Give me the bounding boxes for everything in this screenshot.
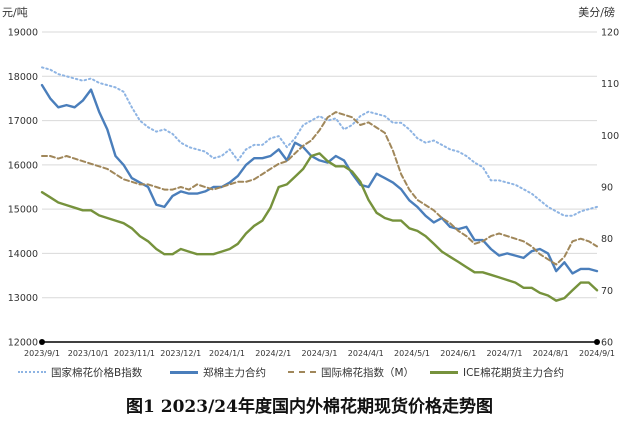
left-tick-label: 12000: [8, 338, 38, 349]
series-layer: [40, 66, 599, 302]
legend-label: 郑棉主力合约: [203, 366, 266, 379]
right-tick-label: 100: [601, 131, 619, 142]
x-tick-label: 2024/2/1: [255, 349, 291, 358]
legend-swatch: [430, 370, 458, 374]
x-tick-label: 2024/3/1: [302, 349, 338, 358]
right-tick-label: 60: [601, 338, 613, 349]
legend-label: 国际棉花指数（M）: [321, 366, 415, 379]
x-tick-label: 2023/11/1: [114, 349, 155, 358]
legend-swatch: [288, 371, 316, 373]
x-tick-label: 2023/9/1: [24, 349, 60, 358]
right-tick-label: 80: [601, 234, 613, 245]
right-tick-label: 110: [601, 79, 619, 90]
x-tick-label: 2024/5/1: [394, 349, 430, 358]
x-tick-label: 2024/8/1: [533, 349, 569, 358]
right-tick-label: 120: [601, 28, 619, 39]
left-tick-label: 14000: [8, 249, 38, 260]
legend-item: 郑棉主力合约: [170, 362, 266, 382]
x-axis-end-marker: [594, 339, 600, 345]
legend-label: 国家棉花价格B指数: [51, 366, 143, 379]
left-tick-label: 17000: [8, 116, 38, 127]
left-tick-label: 15000: [8, 205, 38, 216]
axis-layer: 12000 13000 14000 15000 16000 17000 18000 19000…: [8, 28, 619, 359]
x-tick-label: 2024/9/1: [579, 349, 615, 358]
x-tick-label: 2024/4/1: [348, 349, 384, 358]
left-tick-label: 19000: [8, 28, 38, 39]
x-tick-label: 2023/10/1: [68, 349, 109, 358]
series-line-1: [40, 83, 599, 275]
left-tick-label: 13000: [8, 293, 38, 304]
x-tick-label: 2024/6/1: [440, 349, 476, 358]
chart-legend: 国家棉花价格B指数 郑棉主力合约 国际棉花指数（M） ICE棉花期货主力合约: [18, 362, 608, 382]
right-tick-label: 90: [601, 183, 613, 194]
grid-layer: [42, 31, 597, 299]
chart-title: 图1 2023/24年度国内外棉花期现货价格走势图: [126, 397, 493, 417]
left-tick-label: 16000: [8, 160, 38, 171]
x-tick-label: 2024/7/1: [487, 349, 523, 358]
legend-item: 国际棉花指数（M）: [288, 362, 414, 382]
right-tick-label: 70: [601, 286, 613, 297]
left-tick-label: 18000: [8, 72, 38, 83]
series-line-0: [41, 66, 598, 217]
legend-label: ICE棉花期货主力合约: [463, 366, 565, 379]
left-axis-unit: 元/吨: [2, 6, 28, 19]
x-tick-label: 2024/1/1: [209, 349, 245, 358]
x-tick-label: 2023/12/1: [160, 349, 201, 358]
legend-swatch: [18, 371, 46, 373]
right-axis-unit: 美分/磅: [578, 6, 615, 19]
series-line-3: [40, 152, 599, 302]
x-axis-start-marker: [39, 339, 45, 345]
legend-item: 国家棉花价格B指数: [18, 362, 142, 382]
legend-swatch: [170, 370, 198, 374]
legend-item: ICE棉花期货主力合约: [430, 362, 564, 382]
series-line-2: [41, 111, 598, 266]
